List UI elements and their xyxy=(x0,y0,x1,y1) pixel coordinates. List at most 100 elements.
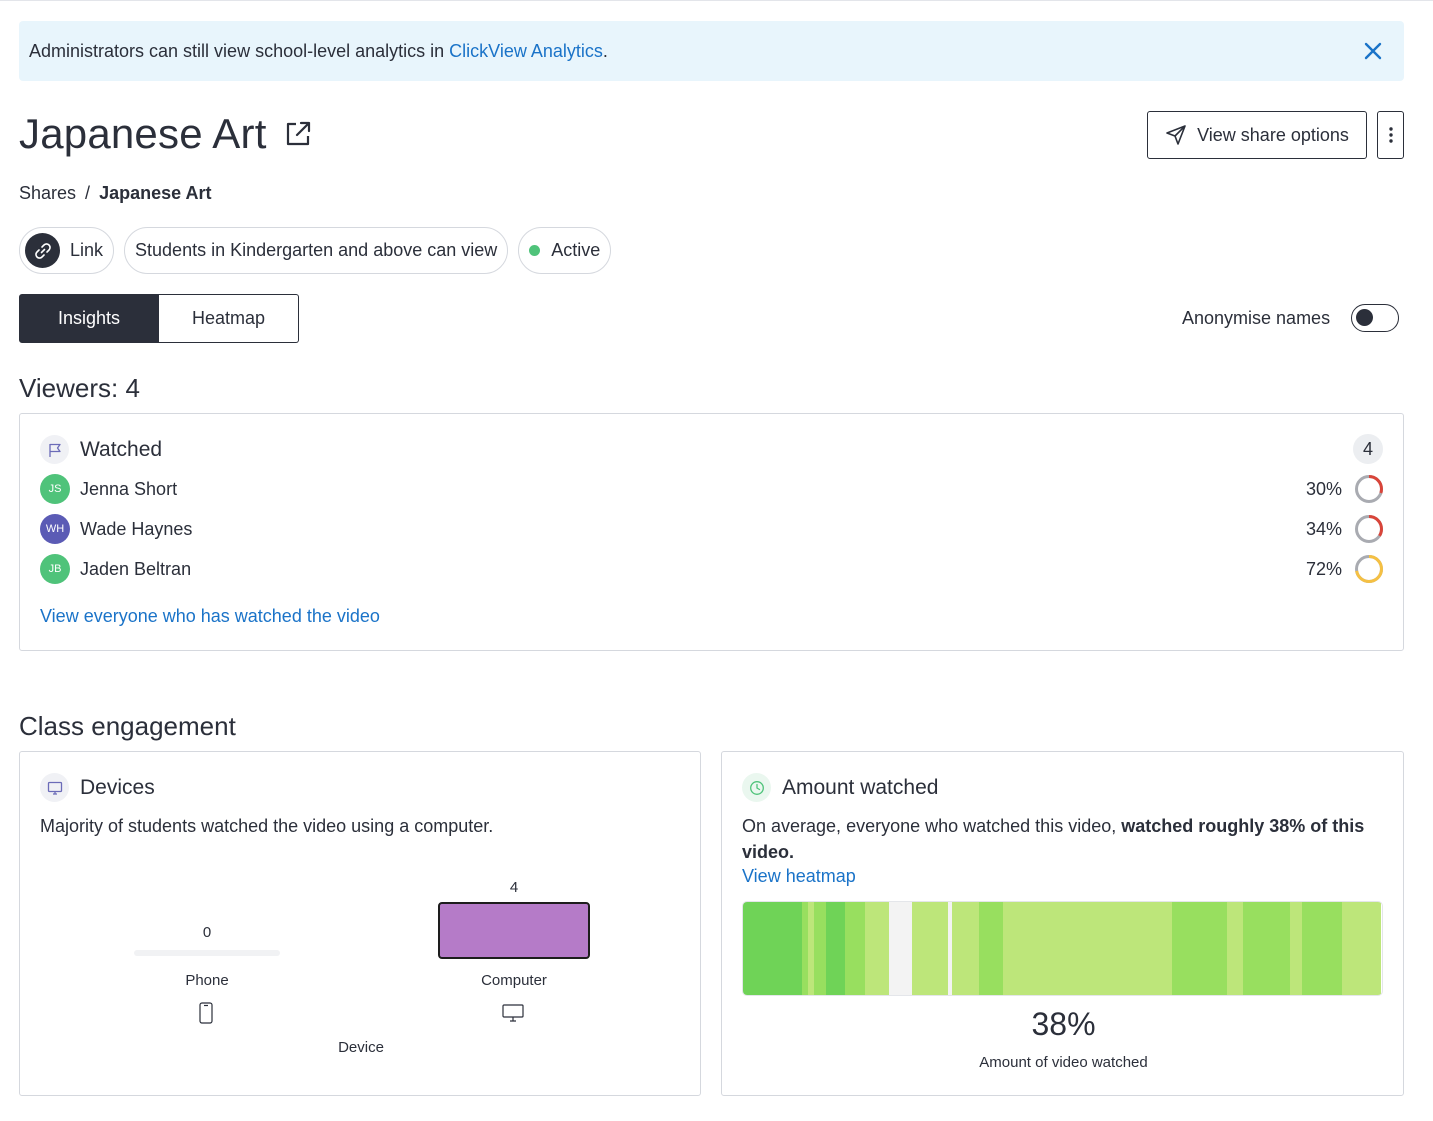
heatmap-segment xyxy=(1117,902,1120,995)
heatmap-segment xyxy=(888,902,891,995)
tab-heatmap[interactable]: Heatmap xyxy=(159,294,299,343)
title-row: Japanese Art xyxy=(19,110,313,158)
heatmap-segment xyxy=(1077,902,1080,995)
heatmap-segment xyxy=(900,902,903,995)
view-all-viewers-link[interactable]: View everyone who has watched the video xyxy=(40,606,380,626)
heatmap-segment xyxy=(764,902,767,995)
heatmap-segment xyxy=(833,902,836,995)
external-link-icon[interactable] xyxy=(283,119,313,149)
heatmap-segment xyxy=(1205,902,1208,995)
anonymise-names-label: Anonymise names xyxy=(1182,307,1331,328)
heatmap-segment xyxy=(1034,902,1037,995)
progress-ring-fill xyxy=(1355,515,1383,543)
viewer-row[interactable]: WH Wade Haynes 34% xyxy=(40,514,1384,544)
heatmap-segment xyxy=(1376,902,1379,995)
heatmap-segment xyxy=(1059,902,1062,995)
heatmap-segment xyxy=(1233,902,1236,995)
heatmap-segment xyxy=(876,902,879,995)
heatmap-segment xyxy=(1121,902,1123,995)
heatmap-segment xyxy=(847,902,850,995)
heatmap-segment xyxy=(766,902,769,995)
heatmap-segment xyxy=(811,902,814,995)
heatmap-segment xyxy=(1026,902,1029,995)
heatmap-segment xyxy=(1245,902,1247,995)
viewer-row[interactable]: JB Jaden Beltran 72% xyxy=(40,554,1384,584)
heatmap-segment xyxy=(1243,902,1246,995)
heatmap-segment xyxy=(926,902,929,995)
heatmap-segment xyxy=(821,902,824,995)
heatmap-segment xyxy=(1345,902,1348,995)
heatmap-segment xyxy=(1162,902,1165,995)
heatmap-segment xyxy=(1063,902,1066,995)
heatmap-segment xyxy=(1140,902,1143,995)
amount-watched-description: On average, everyone who watched this vi… xyxy=(742,816,1365,862)
link-icon xyxy=(25,233,60,268)
heatmap-segment xyxy=(1329,902,1332,995)
heatmap-segment xyxy=(1258,902,1261,995)
heatmap-segment xyxy=(1097,902,1100,995)
viewer-row[interactable]: JS Jenna Short 30% xyxy=(40,474,1384,504)
heatmap-segment xyxy=(1006,902,1009,995)
view-tabs: Insights Heatmap xyxy=(19,294,299,343)
heatmap-segment xyxy=(1020,902,1023,995)
heatmap-segment xyxy=(780,902,783,995)
heatmap-segment xyxy=(996,902,999,995)
devices-card: Devices Majority of students watched the… xyxy=(19,751,701,1096)
heatmap-segment xyxy=(1184,902,1186,995)
viewer-name: Wade Haynes xyxy=(80,518,193,539)
x-tick-label: Computer xyxy=(481,972,547,989)
view-heatmap-link[interactable]: View heatmap xyxy=(742,866,856,886)
heatmap-segment xyxy=(971,902,974,995)
heatmap-segment xyxy=(853,902,856,995)
breadcrumb: Shares / Japanese Art xyxy=(19,183,211,204)
heatmap-segment xyxy=(851,902,854,995)
heatmap-segment xyxy=(928,902,931,995)
heatmap-segment xyxy=(1339,902,1342,995)
anonymise-names-toggle[interactable] xyxy=(1351,304,1400,332)
x-axis-title: Device xyxy=(338,1039,384,1056)
heatmap-segment xyxy=(827,902,830,995)
heatmap-segment xyxy=(1119,902,1121,995)
heatmap-segment xyxy=(1211,902,1214,995)
heatmap-segment xyxy=(1150,902,1153,995)
heatmap-segment xyxy=(1124,902,1127,995)
view-share-options-button[interactable]: View share options xyxy=(1147,111,1367,159)
clickview-analytics-link[interactable]: ClickView Analytics xyxy=(449,40,603,61)
heatmap-segment xyxy=(1138,902,1141,995)
heatmap-segment xyxy=(890,902,893,995)
heatmap-segment xyxy=(859,902,862,995)
breadcrumb-current: Japanese Art xyxy=(99,183,212,203)
heatmap-segment xyxy=(1264,902,1267,995)
heatmap-segment xyxy=(955,902,958,995)
heatmap-segment xyxy=(1310,902,1312,995)
heatmap-segment xyxy=(1304,902,1307,995)
heatmap-segment xyxy=(880,902,883,995)
heatmap-segment xyxy=(782,902,785,995)
heatmap-segment xyxy=(1085,902,1088,995)
more-options-button[interactable] xyxy=(1377,111,1404,159)
breadcrumb-shares[interactable]: Shares xyxy=(19,183,77,203)
x-tick-label: Phone xyxy=(185,972,229,989)
heatmap-segment xyxy=(758,902,761,995)
heatmap-segment xyxy=(809,902,812,995)
heatmap-segment xyxy=(1152,902,1155,995)
close-icon[interactable] xyxy=(1362,40,1384,62)
heatmap-segment xyxy=(1142,902,1145,995)
heatmap-segment xyxy=(869,902,871,995)
heatmap-segment xyxy=(1268,902,1271,995)
tab-insights[interactable]: Insights xyxy=(19,294,159,343)
heatmap-segment xyxy=(908,902,911,995)
heatmap-segment xyxy=(1215,902,1218,995)
viewer-percent: 34% xyxy=(1305,518,1342,539)
phone-icon xyxy=(199,1002,213,1024)
heatmap-segment xyxy=(894,902,897,995)
heatmap-segment xyxy=(841,902,844,995)
heatmap-segment xyxy=(815,902,818,995)
heatmap-segment xyxy=(750,902,753,995)
heatmap-segment xyxy=(1331,902,1334,995)
heatmap-segment xyxy=(829,902,832,995)
heatmap-segment xyxy=(1089,902,1092,995)
viewer-name: Jaden Beltran xyxy=(80,558,192,579)
heatmap-segment xyxy=(1156,902,1159,995)
viewer-name: Jenna Short xyxy=(80,478,178,499)
